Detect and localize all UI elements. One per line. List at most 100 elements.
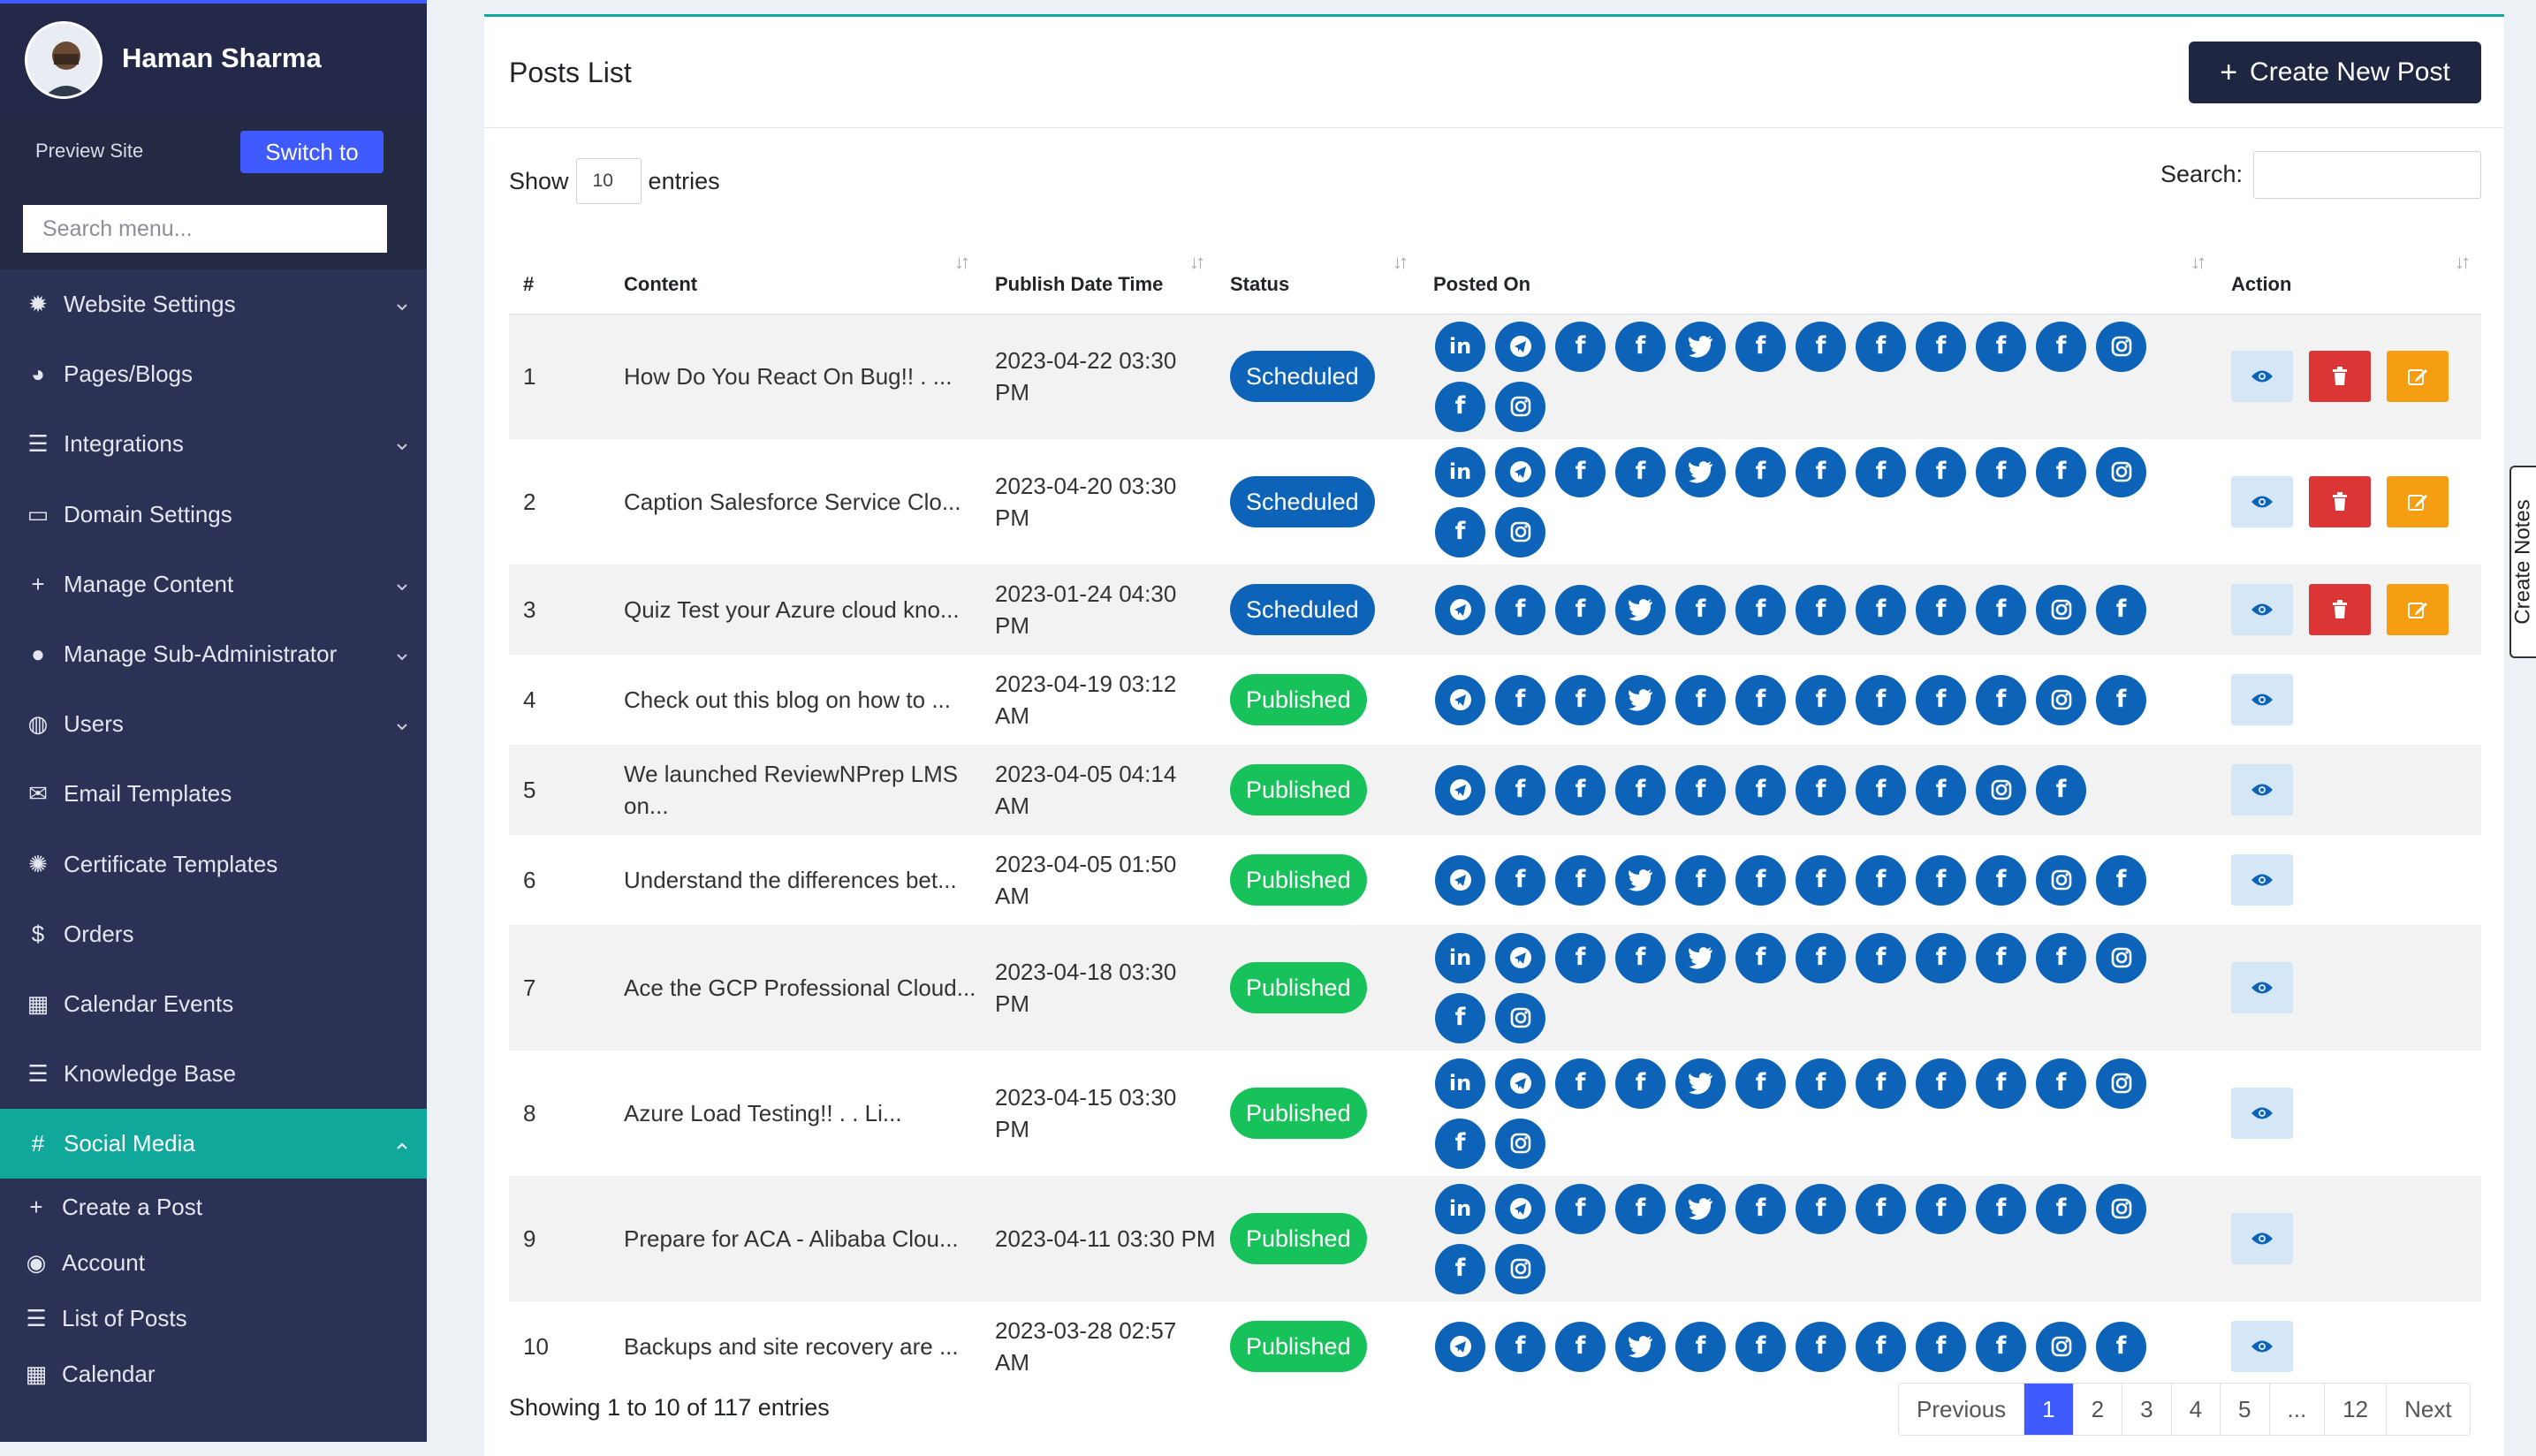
sidebar-item-knowledge-base[interactable]: ☰ Knowledge Base bbox=[0, 1039, 427, 1109]
instagram-icon bbox=[1495, 992, 1545, 1043]
sidebar-item-website-settings[interactable]: ✹ Website Settings bbox=[0, 269, 427, 339]
sort-icon[interactable]: ↓↑ bbox=[1393, 251, 1408, 273]
preview-site-link[interactable]: Preview Site bbox=[35, 140, 144, 162]
view-button[interactable] bbox=[2231, 1321, 2293, 1372]
post-content[interactable]: We launched ReviewNPrep LMS on... bbox=[610, 745, 981, 835]
sidebar-item-label: Website Settings bbox=[64, 291, 236, 318]
post-content[interactable]: Quiz Test your Azure cloud kno... bbox=[610, 565, 981, 655]
table-row: 7 Ace the GCP Professional Cloud... 2023-0… bbox=[509, 925, 2481, 1050]
create-notes-tab[interactable]: Create Notes bbox=[2509, 466, 2536, 658]
sidebar-item-social-media[interactable]: # Social Media bbox=[0, 1109, 427, 1179]
avatar[interactable] bbox=[25, 21, 103, 99]
sort-icon[interactable]: ↓↑ bbox=[1189, 251, 1205, 273]
facebook-icon: f bbox=[2036, 764, 2086, 815]
eye-icon bbox=[2251, 496, 2273, 508]
post-content[interactable]: Caption Salesforce Service Clo... bbox=[624, 489, 961, 515]
pagination-page-1[interactable]: 1 bbox=[2023, 1384, 2073, 1435]
sidebar-item-label: Social Media bbox=[64, 1130, 195, 1157]
instagram-icon bbox=[1495, 1243, 1545, 1294]
sidebar-item-label: Manage Sub-Administrator bbox=[64, 641, 338, 668]
table-row: 4 Check out this blog on how to ... 2023-0… bbox=[509, 655, 2481, 745]
submenu-item-calendar[interactable]: ▦ Calendar bbox=[0, 1346, 427, 1402]
submenu-item-list-of-posts[interactable]: ☰ List of Posts bbox=[0, 1291, 427, 1346]
post-content[interactable]: How Do You React On Bug!! . ... bbox=[610, 314, 981, 439]
sidebar-item-manage-sub-administrator[interactable]: ● Manage Sub-Administrator bbox=[0, 619, 427, 689]
pagination-page-5[interactable]: 5 bbox=[2220, 1384, 2269, 1435]
post-content[interactable]: Prepare for ACA - Alibaba Clou... bbox=[610, 1176, 981, 1301]
post-content[interactable]: Azure Load Testing!! . . Li... bbox=[624, 1100, 902, 1126]
delete-button[interactable] bbox=[2309, 584, 2371, 635]
post-content[interactable]: Ace the GCP Professional Cloud... bbox=[610, 925, 981, 1050]
post-content[interactable]: Backups and site recovery are ... bbox=[624, 1333, 959, 1360]
sort-icon[interactable]: ↓↑ bbox=[954, 251, 970, 273]
switch-to-button[interactable]: Switch to bbox=[240, 131, 383, 173]
delete-button[interactable] bbox=[2309, 351, 2371, 403]
facebook-icon: f bbox=[1435, 1243, 1485, 1294]
pagination-previous[interactable]: Previous bbox=[1899, 1384, 2024, 1435]
sidebar-item-email-templates[interactable]: ✉ Email Templates bbox=[0, 759, 427, 829]
action-buttons bbox=[2217, 854, 2481, 906]
telegram-icon bbox=[1495, 321, 1545, 372]
pagination-next[interactable]: Next bbox=[2386, 1384, 2470, 1435]
post-content[interactable]: Understand the differences bet... bbox=[624, 867, 957, 893]
column-header-posted-on[interactable]: Posted On ↓↑ bbox=[1419, 232, 2217, 315]
submenu-item-account[interactable]: ◉ Account bbox=[0, 1235, 427, 1291]
entries-select[interactable]: 10 bbox=[575, 158, 642, 204]
facebook-icon: f bbox=[1796, 932, 1846, 983]
pagination-page-12[interactable]: 12 bbox=[2324, 1384, 2387, 1435]
sidebar-item-certificate-templates[interactable]: ✺ Certificate Templates bbox=[0, 830, 427, 899]
post-content[interactable]: Check out this blog on how to ... bbox=[624, 686, 951, 713]
view-button[interactable] bbox=[2231, 764, 2293, 815]
pagination-page-2[interactable]: 2 bbox=[2072, 1384, 2122, 1435]
pagination-page-3[interactable]: 3 bbox=[2122, 1384, 2171, 1435]
facebook-icon: f bbox=[1856, 321, 1906, 372]
column-header-number[interactable]: # bbox=[509, 232, 610, 315]
create-new-post-button[interactable]: + Create New Post bbox=[2189, 42, 2481, 103]
pagination-page-4[interactable]: 4 bbox=[2170, 1384, 2221, 1435]
search-menu-input[interactable] bbox=[23, 205, 387, 253]
column-header-status[interactable]: Status ↓↑ bbox=[1216, 232, 1419, 315]
publish-date: 2023-03-28 02:57 AM bbox=[995, 1317, 1177, 1376]
sidebar-item-calendar-events[interactable]: ▦ Calendar Events bbox=[0, 969, 427, 1039]
edit-button[interactable] bbox=[2387, 351, 2449, 403]
delete-button[interactable] bbox=[2309, 476, 2371, 527]
sidebar-item-manage-content[interactable]: + Manage Content bbox=[0, 550, 427, 619]
facebook-icon: f bbox=[1675, 764, 1726, 815]
sidebar-item-domain-settings[interactable]: ▭ Domain Settings bbox=[0, 480, 427, 550]
view-button[interactable] bbox=[2231, 351, 2293, 403]
edit-button[interactable] bbox=[2387, 584, 2449, 635]
sidebar-item-orders[interactable]: $ Orders bbox=[0, 899, 427, 969]
sort-icon[interactable]: ↓↑ bbox=[2191, 251, 2206, 273]
sidebar-item-users[interactable]: ◍ Users bbox=[0, 689, 427, 759]
status-badge: Scheduled bbox=[1230, 584, 1375, 635]
submenu-item-create-a-post[interactable]: + Create a Post bbox=[0, 1179, 427, 1235]
view-button[interactable] bbox=[2231, 1088, 2293, 1139]
table-header-row: # Content ↓↑ Publish Date Time ↓↑ Status ↓↑ Pos… bbox=[509, 232, 2481, 315]
column-header-publish-date-time[interactable]: Publish Date Time ↓↑ bbox=[981, 232, 1216, 315]
table-row: 6 Understand the differences bet... 2023-0… bbox=[509, 835, 2481, 925]
profile-header: Haman Sharma bbox=[0, 4, 427, 115]
linkedin-icon: in bbox=[1435, 932, 1485, 983]
search-input[interactable] bbox=[2253, 151, 2481, 199]
view-button[interactable] bbox=[2231, 674, 2293, 725]
action-cell bbox=[2217, 439, 2481, 565]
table-row: 5 We launched ReviewNPrep LMS on... 2023-0… bbox=[509, 745, 2481, 835]
sidebar-item-integrations[interactable]: ☰ Integrations bbox=[0, 409, 427, 479]
view-button[interactable] bbox=[2231, 962, 2293, 1013]
edit-button[interactable] bbox=[2387, 476, 2449, 527]
view-button[interactable] bbox=[2231, 584, 2293, 635]
facebook-icon: f bbox=[1796, 584, 1846, 635]
facebook-icon: f bbox=[1976, 1183, 2026, 1234]
column-header-action[interactable]: Action ↓↑ bbox=[2217, 232, 2481, 315]
facebook-icon: f bbox=[1856, 1058, 1906, 1109]
view-button[interactable] bbox=[2231, 1213, 2293, 1264]
sidebar-item-pages-blogs[interactable]: ◕ Pages/Blogs bbox=[0, 339, 427, 409]
column-header-content[interactable]: Content ↓↑ bbox=[610, 232, 981, 315]
sort-icon[interactable]: ↓↑ bbox=[2455, 251, 2471, 273]
view-button[interactable] bbox=[2231, 854, 2293, 906]
facebook-icon: f bbox=[1976, 932, 2026, 983]
status-cell: Published bbox=[1216, 1050, 1419, 1176]
view-button[interactable] bbox=[2231, 476, 2293, 527]
posted-on-cell: in f f f f f f f f f bbox=[1419, 314, 2217, 439]
